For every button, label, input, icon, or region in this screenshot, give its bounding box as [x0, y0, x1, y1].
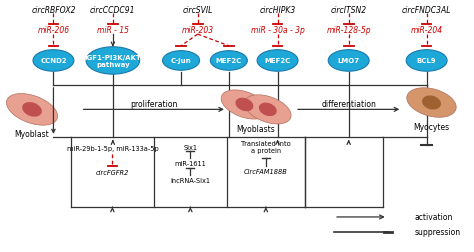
Text: C-Jun: C-Jun	[171, 58, 191, 64]
Ellipse shape	[245, 96, 291, 124]
Text: differentiation: differentiation	[321, 100, 376, 109]
Text: miR-128-5p: miR-128-5p	[327, 25, 371, 35]
Text: circFGFR2: circFGFR2	[96, 169, 129, 175]
Text: activation: activation	[415, 213, 453, 222]
Ellipse shape	[22, 103, 42, 117]
Text: Translated into
a protein: Translated into a protein	[241, 140, 291, 153]
Text: MEF2C: MEF2C	[216, 58, 242, 64]
Ellipse shape	[210, 51, 247, 71]
Ellipse shape	[86, 48, 140, 75]
Text: CCND2: CCND2	[40, 58, 67, 64]
Text: miR-1611: miR-1611	[174, 161, 206, 167]
Text: circFNDC3AL: circFNDC3AL	[402, 6, 451, 15]
Text: circCCDC91: circCCDC91	[90, 6, 136, 15]
Text: proliferation: proliferation	[130, 100, 177, 109]
Text: MEF2C: MEF2C	[264, 58, 291, 64]
Text: miR-206: miR-206	[37, 25, 70, 35]
Text: miR-29b-1-5p, miR-133a-5p: miR-29b-1-5p, miR-133a-5p	[66, 146, 158, 152]
Text: suppression: suppression	[415, 227, 461, 236]
Text: circHIPK3: circHIPK3	[259, 6, 296, 15]
Ellipse shape	[422, 96, 441, 110]
Ellipse shape	[328, 50, 369, 72]
Ellipse shape	[407, 88, 456, 118]
Ellipse shape	[7, 94, 58, 126]
Text: Myoblasts: Myoblasts	[237, 125, 275, 134]
Ellipse shape	[221, 90, 268, 120]
Text: circITSN2: circITSN2	[330, 6, 367, 15]
Text: CircFAM188B: CircFAM188B	[244, 168, 288, 174]
Text: circRBFOX2: circRBFOX2	[31, 6, 76, 15]
Text: BCL9: BCL9	[417, 58, 437, 64]
Ellipse shape	[33, 50, 74, 72]
Ellipse shape	[259, 103, 277, 117]
Text: Myoblast: Myoblast	[15, 130, 49, 139]
Ellipse shape	[257, 50, 298, 72]
Text: Myocytes: Myocytes	[413, 123, 449, 132]
Ellipse shape	[163, 51, 200, 71]
Ellipse shape	[406, 50, 447, 72]
Text: lncRNA-Six1: lncRNA-Six1	[170, 177, 210, 183]
Text: miR - 15: miR - 15	[97, 25, 129, 35]
Text: circSVIL: circSVIL	[182, 6, 213, 15]
Text: miR - 30a - 3p: miR - 30a - 3p	[251, 25, 304, 35]
Text: Six1: Six1	[183, 144, 197, 150]
Text: miR-204: miR-204	[410, 25, 443, 35]
Text: miR-203: miR-203	[182, 25, 214, 35]
Ellipse shape	[236, 98, 254, 112]
Text: IGF1-PI3K/AKT
pathway: IGF1-PI3K/AKT pathway	[84, 55, 141, 68]
Text: LMO7: LMO7	[337, 58, 360, 64]
